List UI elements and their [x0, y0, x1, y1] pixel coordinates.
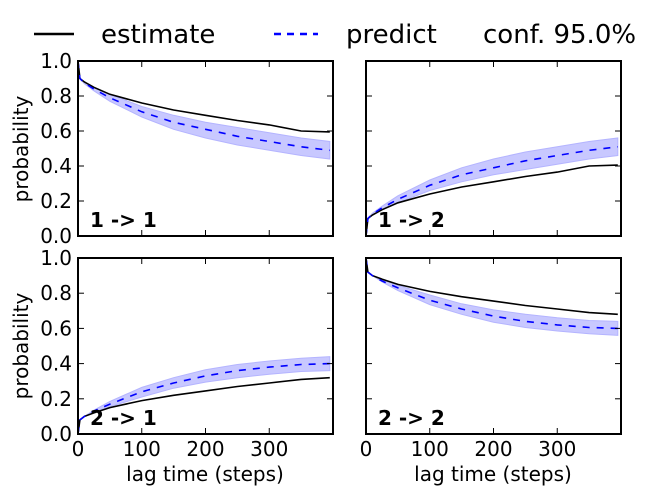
axes-frame — [77, 257, 334, 435]
y-tick-label: 0.0 — [40, 422, 72, 446]
panel-label: 1 -> 2 — [378, 208, 445, 232]
x-tick-label: 100 — [411, 437, 449, 461]
x-tick-label: 0 — [360, 437, 373, 461]
legend-predict-label: predict — [346, 20, 437, 50]
x-axis-label-left: lag time (steps) — [126, 462, 284, 486]
x-axis-label-right: lag time (steps) — [414, 462, 572, 486]
estimate-line — [365, 257, 618, 316]
axes-frame — [365, 257, 622, 435]
x-tick-label: 300 — [538, 437, 576, 461]
y-tick-label: 0.6 — [40, 119, 72, 143]
x-tick-label: 100 — [123, 437, 161, 461]
panel-label: 2 -> 1 — [90, 406, 157, 430]
panel-label: 2 -> 2 — [378, 406, 445, 430]
x-tick-label: 0 — [72, 437, 85, 461]
confidence-band — [77, 60, 331, 160]
y-tick-label: 0.4 — [40, 352, 72, 376]
panel-2-to-2: 0 100 200 300 2 -> 2 — [360, 257, 622, 461]
y-tick-label: 1.0 — [40, 246, 72, 270]
y-axis-label-bottom: probability — [9, 292, 33, 399]
y-tick-label: 0.0 — [40, 224, 72, 248]
legend-estimate-label: estimate — [101, 20, 215, 50]
confidence-band — [365, 257, 619, 336]
axes-frame — [77, 60, 334, 237]
y-axis-label-top: probability — [9, 95, 33, 202]
y-tick-label: 0.4 — [40, 154, 72, 178]
panel-2-to-1: 0.0 0.2 0.4 0.6 0.8 1.0 0 100 200 300 2 -> 1 — [40, 246, 334, 461]
panel-1-to-1: 0.0 0.2 0.4 0.6 0.8 1.0 1 -> 1 — [40, 49, 334, 248]
legend-conf-label: conf. 95.0% — [483, 20, 636, 50]
y-tick-label: 0.2 — [40, 189, 72, 213]
predict-line — [365, 146, 618, 237]
x-tick-label: 300 — [250, 437, 288, 461]
y-tick-label: 1.0 — [40, 49, 72, 73]
predict-line — [365, 257, 618, 330]
x-tick-label: 200 — [186, 437, 224, 461]
y-tick-label: 0.8 — [40, 281, 72, 305]
axes-frame — [365, 60, 622, 237]
y-tick-label: 0.8 — [40, 84, 72, 108]
panel-label: 1 -> 1 — [90, 208, 157, 232]
panel-1-to-2: 1 -> 2 — [365, 60, 622, 237]
estimate-line — [77, 60, 330, 133]
predict-line — [77, 60, 330, 152]
y-tick-label: 0.2 — [40, 387, 72, 411]
legend: estimate predict conf. 95.0% — [34, 20, 636, 50]
x-tick-label: 200 — [474, 437, 512, 461]
predict-line — [77, 362, 330, 435]
estimate-line — [365, 164, 618, 237]
y-tick-label: 0.6 — [40, 316, 72, 340]
